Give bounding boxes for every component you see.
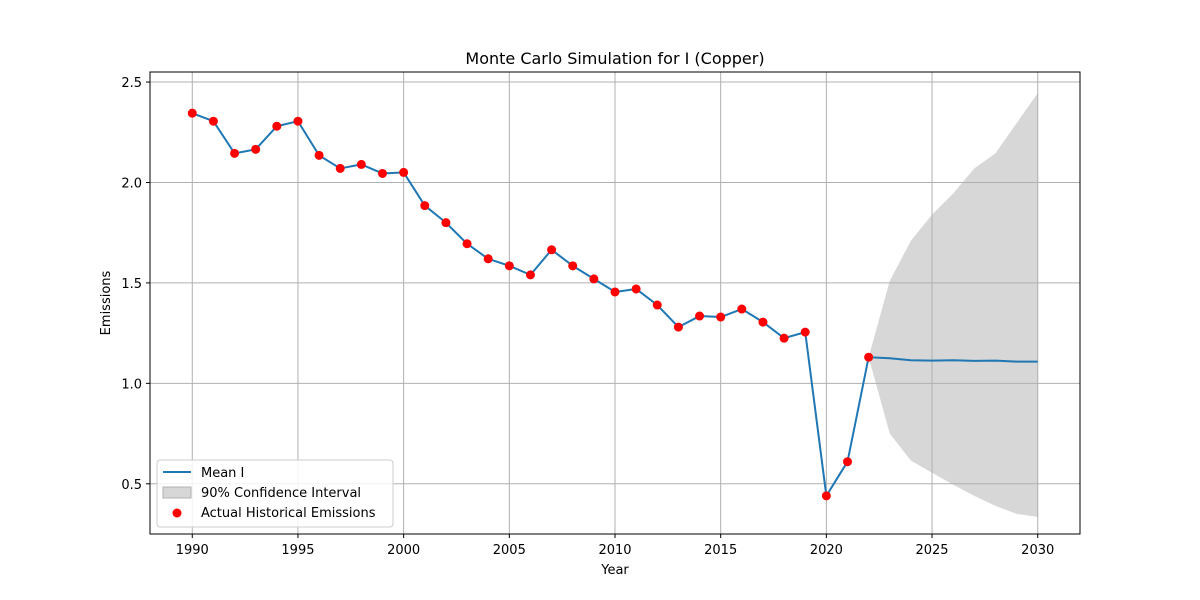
actual-emission-point (504, 261, 514, 271)
actual-emission-point (779, 333, 789, 343)
confidence-interval-area (868, 93, 1038, 517)
actual-emission-point (420, 201, 430, 211)
actual-emission-point (230, 148, 240, 158)
actual-emission-point (272, 121, 282, 131)
actual-emission-point (568, 261, 578, 271)
actual-emission-point (356, 159, 366, 169)
y-tick-label: 0.5 (121, 478, 142, 493)
legend-point-swatch (172, 508, 182, 518)
y-tick-label: 2.5 (121, 76, 142, 91)
actual-emission-point (610, 287, 620, 297)
actual-emission-point (293, 116, 303, 126)
actual-emission-point (758, 317, 768, 327)
x-tick-label: 2000 (387, 543, 420, 558)
actual-emission-point (800, 327, 810, 337)
x-axis-label: Year (600, 563, 629, 578)
actual-emission-point (547, 245, 557, 255)
actual-emission-point (864, 352, 874, 362)
actual-emission-point (673, 322, 683, 332)
actual-emission-point (441, 218, 451, 228)
legend-label-mean: Mean I (201, 466, 244, 481)
legend-label-confidence: 90% Confidence Interval (201, 486, 361, 501)
actual-emission-point (314, 150, 324, 160)
actual-emission-point (843, 457, 852, 467)
actual-emission-point (695, 311, 705, 321)
legend-box (156, 459, 394, 528)
y-axis-label: Emissions (99, 270, 114, 335)
x-tick-label: 1990 (176, 543, 209, 558)
actual-emission-point (821, 491, 831, 501)
actual-points (187, 108, 874, 501)
y-tick-label: 1.5 (121, 277, 142, 292)
actual-emission-point (399, 167, 409, 177)
actual-emission-point (631, 284, 641, 294)
actual-emission-point (589, 274, 599, 284)
actual-emission-point (737, 304, 747, 314)
x-tick-label: 2010 (598, 543, 631, 558)
x-axis-ticks: 1990 1995 2000 2005 2010 2015 2020 2025 2030 (176, 534, 1054, 558)
actual-emission-point (208, 116, 218, 126)
x-tick-label: 2005 (493, 543, 526, 558)
legend: Mean I 90% Confidence Interval Actual Hi… (156, 459, 394, 528)
legend-area-swatch (162, 486, 192, 499)
actual-emission-point (187, 108, 197, 118)
actual-emission-point (251, 144, 261, 154)
legend-label-actual: Actual Historical Emissions (201, 506, 376, 521)
y-tick-label: 1.0 (121, 377, 142, 392)
x-tick-label: 1995 (281, 543, 314, 558)
x-tick-label: 2030 (1021, 543, 1054, 558)
x-tick-label: 2015 (704, 543, 737, 558)
actual-emission-point (716, 312, 726, 322)
confidence-band (868, 93, 1038, 517)
actual-emission-point (652, 300, 662, 310)
actual-emission-point (462, 239, 472, 249)
actual-emission-point (378, 168, 387, 178)
actual-emission-point (525, 270, 535, 280)
y-axis-ticks: 0.5 1.0 1.5 2.0 2.5 (121, 76, 150, 493)
y-tick-label: 2.0 (121, 176, 142, 191)
actual-emission-point (335, 163, 345, 173)
x-tick-label: 2020 (810, 543, 843, 558)
chart-title: Monte Carlo Simulation for I (Copper) (465, 49, 764, 68)
x-tick-label: 2025 (915, 543, 948, 558)
actual-emission-point (483, 254, 493, 264)
